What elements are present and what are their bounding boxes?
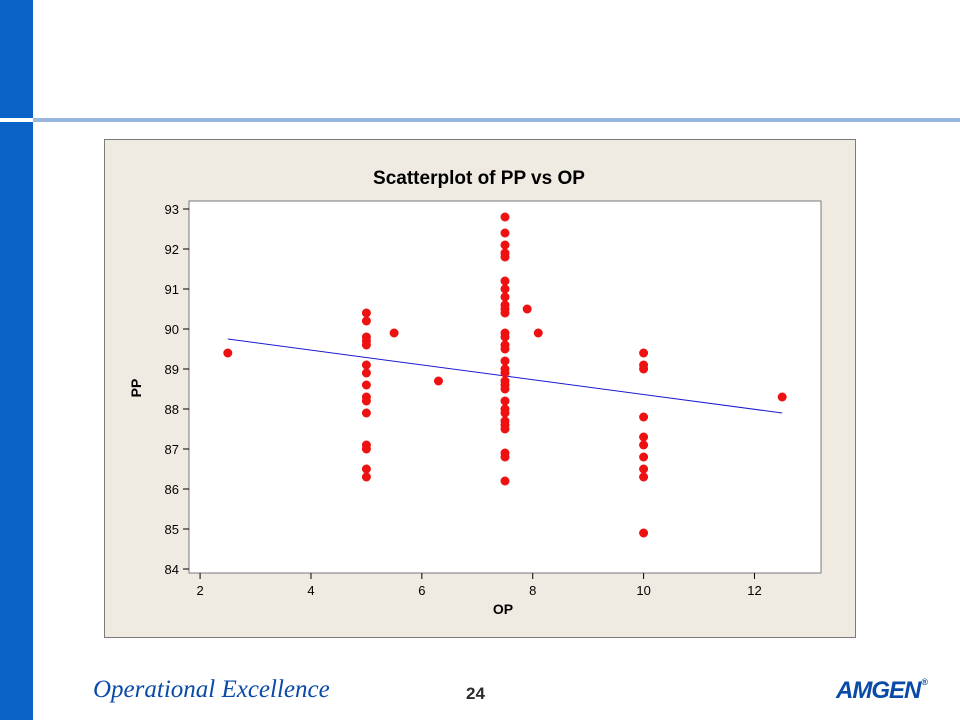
y-tick-label: 88 <box>165 402 179 417</box>
data-point <box>639 432 649 442</box>
data-point <box>361 472 371 482</box>
data-point <box>500 228 510 238</box>
x-tick-label: 2 <box>196 583 203 598</box>
y-tick-label: 92 <box>165 242 179 257</box>
data-point <box>639 452 649 462</box>
y-axis-label: PP <box>128 379 144 398</box>
data-point <box>361 368 371 378</box>
y-tick-label: 84 <box>165 562 179 577</box>
data-point <box>500 284 510 294</box>
footer-title: Operational Excellence <box>93 676 330 703</box>
y-tick-label: 91 <box>165 282 179 297</box>
data-point <box>639 472 649 482</box>
x-tick-label: 10 <box>636 583 650 598</box>
data-point <box>433 376 443 386</box>
data-point <box>500 332 510 342</box>
x-tick-label: 12 <box>747 583 761 598</box>
data-point <box>500 252 510 262</box>
data-point <box>500 344 510 354</box>
data-point <box>639 464 649 474</box>
header-divider-notch <box>0 118 33 122</box>
data-point <box>500 476 510 486</box>
data-point <box>361 408 371 418</box>
data-point <box>500 408 510 418</box>
data-point <box>361 360 371 370</box>
y-tick-label: 90 <box>165 322 179 337</box>
x-tick-label: 4 <box>307 583 314 598</box>
y-tick-label: 89 <box>165 362 179 377</box>
data-point <box>361 444 371 454</box>
data-point <box>500 276 510 286</box>
x-axis-label: OP <box>493 601 513 617</box>
y-tick-label: 86 <box>165 482 179 497</box>
x-axis: 2 4 6 8 10 12 <box>196 573 762 598</box>
left-accent-bar <box>0 0 33 720</box>
logo-text: AMGEN <box>836 677 921 704</box>
header-divider <box>0 118 960 122</box>
data-point <box>533 328 543 338</box>
scatterplot-chart: Scatterplot of PP vs OP 84 85 86 87 88 89 90 91… <box>104 139 856 638</box>
data-point <box>500 240 510 250</box>
data-point <box>361 380 371 390</box>
data-point <box>639 412 649 422</box>
amgen-logo: AMGEN® <box>836 677 928 705</box>
data-point <box>500 308 510 318</box>
data-point <box>361 340 371 350</box>
data-point <box>389 328 399 338</box>
data-point <box>500 396 510 406</box>
data-point <box>500 356 510 366</box>
data-point <box>500 384 510 394</box>
data-point <box>639 440 649 450</box>
data-point <box>500 292 510 302</box>
data-point <box>361 396 371 406</box>
data-point <box>639 528 649 538</box>
y-tick-label: 93 <box>165 202 179 217</box>
data-point <box>639 364 649 374</box>
data-point <box>639 348 649 358</box>
data-point <box>361 308 371 318</box>
data-point <box>500 452 510 462</box>
page-number: 24 <box>466 684 485 703</box>
data-point <box>500 212 510 222</box>
y-tick-label: 85 <box>165 522 179 537</box>
chart-title: Scatterplot of PP vs OP <box>373 168 585 189</box>
data-point <box>777 392 787 402</box>
data-points <box>223 212 787 538</box>
data-point <box>361 316 371 326</box>
x-tick-label: 6 <box>418 583 425 598</box>
data-point <box>500 424 510 434</box>
y-axis: 84 85 86 87 88 89 90 91 92 93 <box>165 202 189 577</box>
data-point <box>500 368 510 378</box>
scatterplot-svg: Scatterplot of PP vs OP 8485868788899091… <box>128 168 822 617</box>
logo-registered-mark: ® <box>921 677 928 687</box>
data-point <box>361 464 371 474</box>
data-point <box>522 304 532 314</box>
data-point <box>223 348 233 358</box>
x-tick-label: 8 <box>529 583 536 598</box>
y-tick-label: 87 <box>165 442 179 457</box>
